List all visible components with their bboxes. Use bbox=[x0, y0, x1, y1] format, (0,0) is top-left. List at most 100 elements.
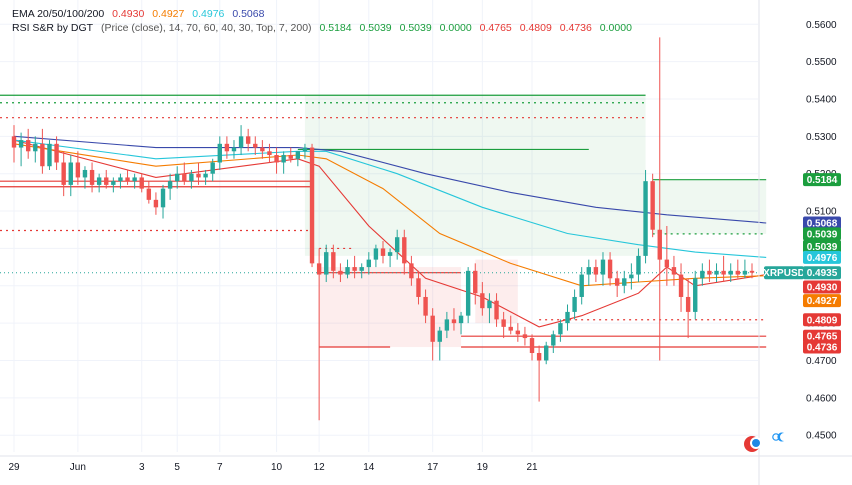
symbol-tag bbox=[764, 266, 804, 280]
candle-body bbox=[153, 199, 159, 208]
candle-body bbox=[40, 143, 45, 167]
x-tick-label: 5 bbox=[174, 462, 180, 473]
candle-body bbox=[749, 270, 755, 273]
candle-body bbox=[238, 136, 244, 148]
sun-moon-icon bbox=[772, 432, 784, 442]
grid-lines bbox=[0, 0, 758, 452]
candle-body bbox=[125, 177, 130, 182]
candle-body bbox=[11, 136, 17, 148]
rsi-value-8: 0.0000 bbox=[599, 22, 632, 34]
price-tag-label: 0.4736 bbox=[807, 343, 838, 354]
candle-body bbox=[89, 169, 95, 185]
candle-body bbox=[210, 162, 215, 174]
candle-body bbox=[402, 237, 407, 264]
price-tag-label: 0.5068 bbox=[807, 219, 838, 230]
price-tag-label: 0.4930 bbox=[807, 283, 838, 294]
candle-body bbox=[118, 177, 123, 182]
candle-body bbox=[707, 270, 712, 275]
candle-body bbox=[444, 319, 450, 331]
price-tag bbox=[803, 239, 841, 253]
candle-body bbox=[629, 274, 634, 279]
rsi-value-6: 0.4809 bbox=[519, 22, 552, 34]
candle-body bbox=[579, 274, 584, 297]
candles bbox=[11, 37, 755, 421]
price-tag bbox=[803, 227, 841, 241]
price-tag-label: 0.4765 bbox=[807, 332, 838, 343]
candle-body bbox=[96, 177, 102, 185]
candle-body bbox=[458, 315, 464, 324]
rsi-legend-params: (Price (close), 14, 70, 60, 40, 30, Top,… bbox=[101, 22, 312, 34]
candle-body bbox=[54, 143, 59, 163]
price-tag-label: 0.4976 bbox=[807, 253, 838, 264]
y-tick-label: 0.5100 bbox=[806, 207, 837, 218]
rsi-value-7: 0.4736 bbox=[559, 22, 592, 34]
rsi-legend[interactable]: RSI S&R by DGT (Price (close), 14, 70, 6… bbox=[12, 22, 637, 34]
candle-body bbox=[380, 248, 386, 256]
candle-body bbox=[664, 259, 670, 268]
y-tick-label: 0.4600 bbox=[806, 393, 837, 404]
candle-body bbox=[132, 177, 137, 182]
x-tick-label: 3 bbox=[139, 462, 145, 473]
candle-body bbox=[47, 143, 52, 167]
candle-body bbox=[416, 278, 421, 297]
candle-body bbox=[522, 334, 528, 339]
candle-body bbox=[18, 140, 24, 148]
candle-body bbox=[394, 237, 400, 253]
price-tag-label: 0.5184 bbox=[807, 175, 838, 186]
ema50-value: 0.4927 bbox=[152, 8, 185, 20]
y-tick-label: 0.5400 bbox=[806, 94, 837, 105]
rsi-value-2: 0.5039 bbox=[359, 22, 392, 34]
rsi-legend-label: RSI S&R by DGT bbox=[12, 22, 94, 34]
candle-body bbox=[302, 147, 308, 152]
candle-body bbox=[529, 338, 535, 354]
candle-body bbox=[217, 143, 222, 163]
candle-body bbox=[572, 296, 577, 312]
y-tick-label: 0.5300 bbox=[806, 132, 837, 143]
candle-body bbox=[295, 151, 301, 159]
candle-body bbox=[267, 151, 272, 156]
logo-icon bbox=[744, 436, 762, 452]
ema100-value: 0.4976 bbox=[192, 8, 225, 20]
price-tag bbox=[803, 216, 841, 230]
candle-body bbox=[359, 267, 364, 271]
candle-body bbox=[260, 147, 265, 152]
candle-body bbox=[600, 259, 606, 275]
candle-body bbox=[61, 162, 66, 185]
candle-body bbox=[338, 270, 343, 275]
candle-body bbox=[650, 181, 655, 230]
candle-body bbox=[274, 155, 279, 163]
candle-body bbox=[657, 229, 662, 260]
candle-body bbox=[373, 248, 379, 260]
candle-body bbox=[565, 311, 570, 324]
candle-body bbox=[309, 147, 315, 264]
candle-body bbox=[721, 270, 726, 275]
candle-body bbox=[387, 252, 393, 256]
candle-body bbox=[224, 143, 230, 152]
candle-body bbox=[586, 267, 591, 275]
candle-body bbox=[614, 278, 620, 286]
candle-body bbox=[487, 300, 492, 309]
price-tag-label: 0.4809 bbox=[807, 315, 838, 326]
candle-body bbox=[536, 353, 542, 361]
x-tick-label: 21 bbox=[526, 462, 538, 473]
candle-body bbox=[714, 270, 719, 275]
x-tick-label: 19 bbox=[477, 462, 489, 473]
candle-body bbox=[544, 345, 549, 361]
price-tag bbox=[803, 340, 841, 354]
candle-body bbox=[68, 162, 73, 185]
x-axis[interactable]: 29 Jun 3 5 7 10 12 14 17 19 21 bbox=[0, 455, 852, 473]
candle-body bbox=[331, 252, 336, 271]
price-tag bbox=[803, 280, 841, 294]
candle-body bbox=[345, 267, 350, 275]
x-tick-label: 14 bbox=[363, 462, 375, 473]
ema-legend[interactable]: EMA 20/50/100/200 0.4930 0.4927 0.4976 0… bbox=[12, 8, 269, 20]
price-tag bbox=[803, 329, 841, 343]
y-tick-label: 0.4500 bbox=[806, 431, 837, 442]
candle-body bbox=[316, 263, 322, 275]
candle-body bbox=[423, 296, 428, 316]
candle-body bbox=[288, 155, 293, 159]
candle-body bbox=[167, 181, 173, 189]
candle-body bbox=[671, 267, 677, 275]
